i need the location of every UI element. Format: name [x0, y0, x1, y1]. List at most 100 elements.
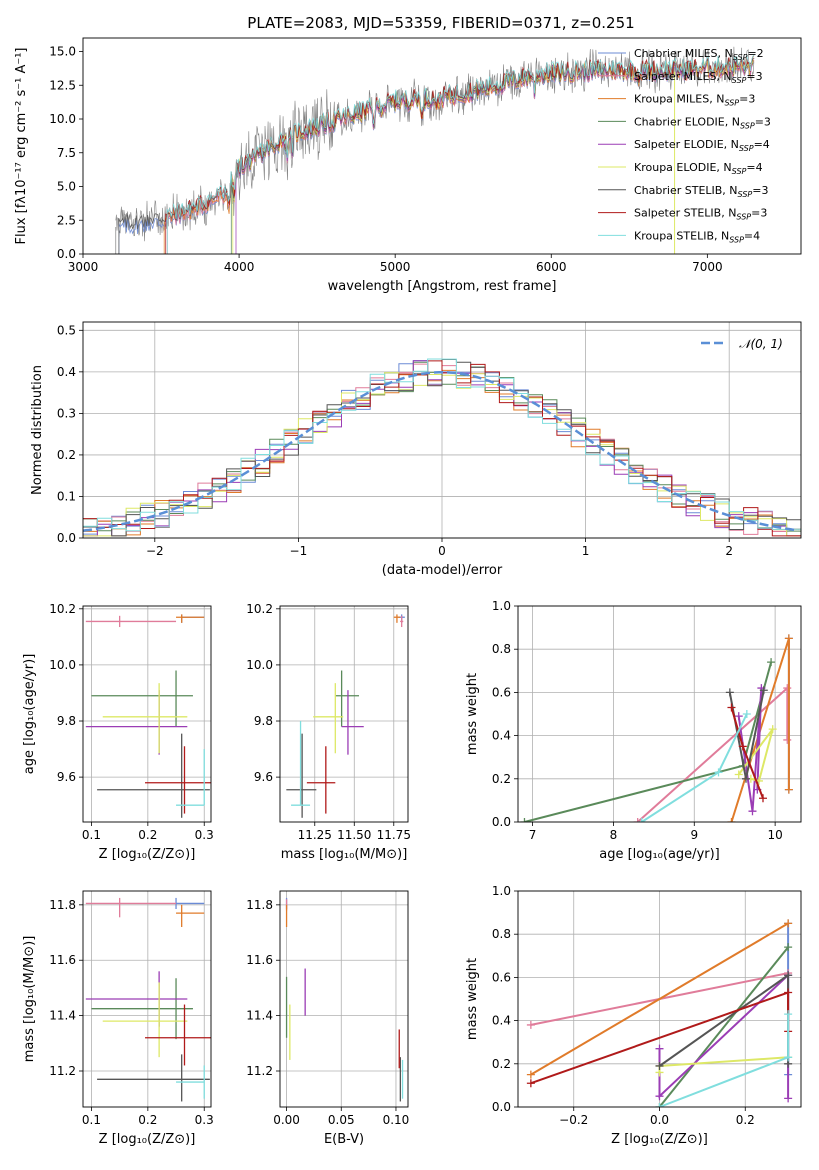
y-axis-label: mass weight	[465, 673, 480, 755]
x-axis-label: mass [log₁₀(M/M⊙)]	[281, 847, 408, 862]
y-tick-label: 1.0	[492, 884, 511, 898]
y-tick-label: 0.0	[492, 815, 511, 829]
weight-marker	[725, 688, 734, 697]
legend: 𝒩(0, 1)	[701, 337, 783, 351]
errorbar-kroupa-elodie	[313, 683, 344, 754]
y-tick-label: 0.0	[57, 531, 76, 545]
y-tick-label: 10.2	[49, 602, 76, 616]
legend-label: Kroupa ELODIE, NSSP=4	[634, 161, 763, 176]
weight-marker	[637, 818, 646, 822]
y-tick-label: 9.8	[57, 714, 76, 728]
errorbar-chabrier-stelib	[97, 1054, 210, 1102]
weight-marker	[767, 658, 776, 667]
y-tick-label: 0.5	[57, 323, 76, 337]
x-tick-label: 0.3	[195, 828, 214, 842]
errorbar-salpeter-miles	[85, 615, 177, 628]
errorbar-kroupa-miles	[393, 614, 401, 623]
errorbar-chabrier-stelib	[286, 733, 317, 818]
weight-marker	[714, 768, 723, 777]
legend-label: Salpeter ELODIE, NSSP=4	[634, 138, 770, 153]
weight-line-kroupa-miles	[530, 922, 789, 1076]
y-tick-label: 0.0	[492, 1100, 511, 1114]
weight-marker	[655, 1092, 664, 1101]
legend-label: Kroupa STELIB, NSSP=4	[634, 229, 760, 244]
weight-marker	[520, 818, 529, 822]
x-tick-label: 0.00	[273, 1113, 300, 1127]
x-axis-label: Z [log₁₀(Z/Z⊙)]	[611, 1132, 708, 1147]
weight-marker	[655, 1044, 664, 1053]
x-tick-label: 0.05	[328, 1113, 355, 1127]
y-tick-label: 0.8	[492, 927, 511, 941]
axes: 0.1 0.2 0.3 11.2 11.4 11.6 11.8 Z [log₁₀(Z/Z⊙)]…	[22, 898, 214, 1147]
axes-frame	[82, 605, 212, 823]
weight-marker	[768, 725, 777, 734]
weight-marker	[784, 1094, 793, 1103]
weight-marker	[784, 1053, 793, 1062]
errorbar-kroupa-elodie	[102, 683, 188, 754]
y-tick-label: 0.4	[492, 1014, 511, 1028]
weight-marker	[784, 943, 793, 952]
axes-frame	[279, 605, 409, 823]
model-spectrum-kroupa-stelib	[166, 54, 755, 254]
y-axis-label: mass [log₁₀(M/M⊙)]	[22, 936, 37, 1063]
x-tick-label: 0.0	[650, 1113, 669, 1127]
y-axis-label: mass weight	[465, 958, 480, 1040]
x-tick-label: 11.25	[298, 828, 332, 842]
legend-label: Salpeter STELIB, NSSP=3	[634, 207, 767, 222]
y-tick-label: 15.0	[49, 45, 76, 59]
weight-marker	[633, 818, 642, 822]
axes: −0.2 0.0 0.2 0.0 0.2 0.4 0.6 0.8 1.0 Z [log₁₀(Z/Z…	[465, 884, 755, 1147]
weight-marker	[727, 818, 736, 822]
errorbar-salpeter-elodie	[341, 690, 364, 755]
y-tick-label: 12.5	[49, 78, 76, 92]
plot-area	[526, 919, 793, 1107]
weight-marker	[784, 634, 793, 643]
gridlines	[280, 606, 408, 822]
plot-area	[286, 614, 405, 818]
y-tick-label: 0.6	[492, 685, 511, 699]
plot-area	[85, 897, 211, 1102]
weight-marker	[784, 971, 793, 980]
histogram-kroupa-stelib	[83, 358, 801, 532]
y-tick-label: 10.0	[49, 112, 76, 126]
y-axis-label: Normed distribution	[30, 365, 45, 495]
x-tick-label: 4000	[224, 260, 255, 274]
weight-marker	[783, 684, 792, 693]
x-tick-label: 0.3	[195, 1113, 214, 1127]
weight-marker	[526, 1020, 535, 1029]
axes-frame	[82, 321, 802, 539]
axes-frame	[82, 37, 802, 255]
errorbar-salpeter-miles	[400, 615, 404, 628]
y-tick-label: 11.2	[246, 1064, 273, 1078]
axes-frame	[517, 605, 802, 823]
weight-marker	[738, 742, 747, 751]
y-tick-label: 2.5	[57, 213, 76, 227]
x-tick-label: 0.2	[138, 828, 157, 842]
y-tick-label: 1.0	[492, 599, 511, 613]
panel-residuals: −2 −1 0 1 2 0.0 0.1 0.2 0.3 0.4 0.5 (data-model)/er…	[30, 321, 802, 578]
legend-label: Kroupa MILES, NSSP=3	[634, 93, 755, 108]
legend-label: Chabrier STELIB, NSSP=3	[634, 184, 768, 199]
errorbar-chabrier-stelib	[97, 733, 210, 818]
x-tick-label: 5000	[380, 260, 411, 274]
legend: Chabrier MILES, NSSP=2 Salpeter MILES, NS…	[598, 47, 771, 244]
y-tick-label: 0.0	[57, 247, 76, 261]
panel-weight-vs-age: 7 8 9 10 0.0 0.2 0.4 0.6 0.8 1.0 age [log₁₀(age/yr…	[465, 599, 802, 862]
errorbar-salpeter-stelib	[145, 746, 211, 814]
axes-frame	[82, 890, 212, 1108]
x-tick-label: 0.2	[736, 1113, 755, 1127]
x-axis-label: age [log₁₀(age/yr)]	[599, 847, 720, 862]
y-axis-label: Flux [fλ10⁻¹⁷ erg cm⁻² s⁻¹ A⁻¹]	[14, 48, 29, 245]
plot-area	[115, 46, 755, 254]
y-tick-label: 11.2	[49, 1064, 76, 1078]
x-tick-label: 0.1	[82, 828, 101, 842]
panel-spectrum: 3000 4000 5000 6000 7000 0.0 2.5 5.0 7.5 10.0 12.5…	[14, 37, 802, 295]
y-tick-label: 0.4	[57, 365, 76, 379]
axes: 3000 4000 5000 6000 7000 0.0 2.5 5.0 7.5 10.0 12.5…	[14, 45, 723, 295]
x-tick-label: 10	[767, 828, 782, 842]
weight-marker	[759, 686, 768, 695]
y-tick-label: 11.6	[246, 953, 273, 967]
y-tick-label: 9.6	[254, 770, 273, 784]
weight-marker	[727, 703, 736, 712]
panel-mass-vs-Z: 0.1 0.2 0.3 11.2 11.4 11.6 11.8 Z [log₁₀(Z/Z⊙)]…	[22, 890, 214, 1147]
